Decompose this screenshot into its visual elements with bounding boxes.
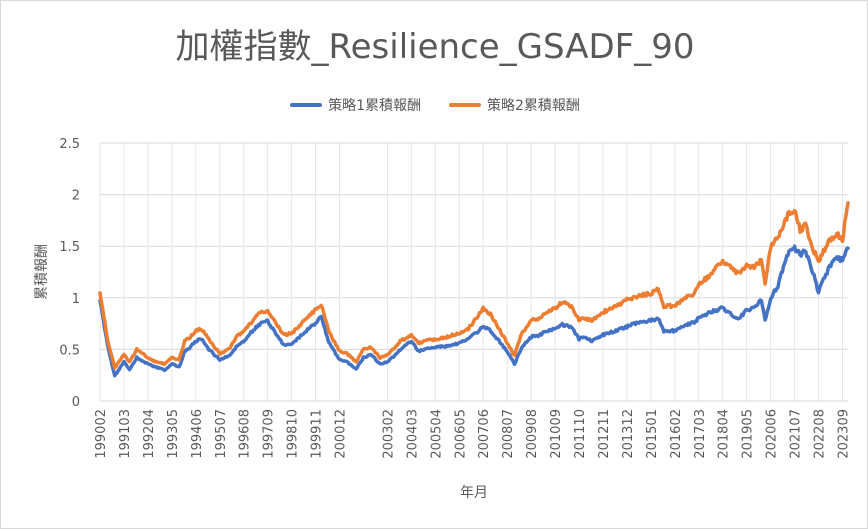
x-tick-label-2: 199204 bbox=[142, 409, 157, 459]
x-tick-label-14: 200605 bbox=[453, 409, 468, 459]
y-axis-title: 累積報酬 bbox=[34, 244, 50, 300]
x-tick-label-6: 199608 bbox=[238, 409, 253, 459]
legend-label-series-1: 策略1累積報酬 bbox=[328, 98, 421, 114]
x-tick-label-22: 201501 bbox=[645, 409, 660, 459]
x-tick-label-21: 201312 bbox=[621, 409, 636, 459]
y-tick-label-3: 1.5 bbox=[59, 240, 80, 255]
x-tick-label-13: 200504 bbox=[429, 409, 444, 459]
x-tick-label-11: 200302 bbox=[381, 409, 396, 459]
y-tick-label-0: 0 bbox=[72, 395, 80, 410]
x-tick-label-29: 202208 bbox=[813, 409, 828, 459]
legend-item-series-2: 策略2累積報酬 bbox=[449, 95, 580, 115]
x-tick-label-5: 199507 bbox=[214, 409, 229, 459]
x-tick-label-19: 201110 bbox=[573, 409, 588, 459]
x-tick-label-1: 199103 bbox=[118, 409, 133, 459]
x-tick-label-16: 200807 bbox=[501, 409, 516, 459]
x-tick-label-8: 199810 bbox=[286, 409, 301, 459]
legend-label-series-2: 策略2累積報酬 bbox=[487, 98, 580, 114]
y-tick-label-1: 0.5 bbox=[59, 343, 80, 358]
x-tick-label-3: 199305 bbox=[166, 409, 181, 459]
x-axis-title: 年月 bbox=[460, 485, 488, 501]
x-tick-label-12: 200403 bbox=[405, 409, 420, 459]
x-tick-label-25: 201804 bbox=[717, 409, 732, 459]
x-tick-label-17: 200908 bbox=[525, 409, 540, 459]
x-tick-label-10: 200012 bbox=[334, 409, 349, 459]
x-tick-label-27: 202006 bbox=[765, 409, 780, 459]
legend-item-series-1: 策略1累積報酬 bbox=[290, 95, 421, 115]
y-tick-label-5: 2.5 bbox=[59, 137, 80, 152]
legend-swatch-series-2 bbox=[449, 103, 481, 107]
x-tick-label-18: 201009 bbox=[549, 409, 564, 459]
y-tick-label-2: 1 bbox=[72, 292, 80, 307]
x-tick-label-15: 200706 bbox=[477, 409, 492, 459]
x-tick-label-23: 201602 bbox=[669, 409, 684, 459]
chart-title: 加權指數_Resilience_GSADF_90 bbox=[175, 27, 695, 67]
x-tick-label-9: 199911 bbox=[310, 409, 325, 459]
x-tick-label-26: 201905 bbox=[741, 409, 756, 459]
x-tick-label-0: 199002 bbox=[94, 409, 109, 459]
series-line-1 bbox=[98, 244, 850, 378]
x-tick-label-30: 202309 bbox=[836, 409, 851, 459]
x-tick-label-7: 199709 bbox=[262, 409, 277, 459]
x-tick-label-20: 201211 bbox=[597, 409, 612, 459]
x-tick-label-28: 202107 bbox=[789, 409, 804, 459]
legend-swatch-series-1 bbox=[290, 103, 323, 107]
chart-legend: 策略1累積報酬 策略2累積報酬 bbox=[1, 95, 868, 115]
series-line-2 bbox=[98, 201, 850, 370]
x-tick-label-4: 199406 bbox=[190, 409, 205, 459]
x-tick-label-24: 201703 bbox=[693, 409, 708, 459]
y-tick-label-4: 2 bbox=[72, 189, 80, 204]
